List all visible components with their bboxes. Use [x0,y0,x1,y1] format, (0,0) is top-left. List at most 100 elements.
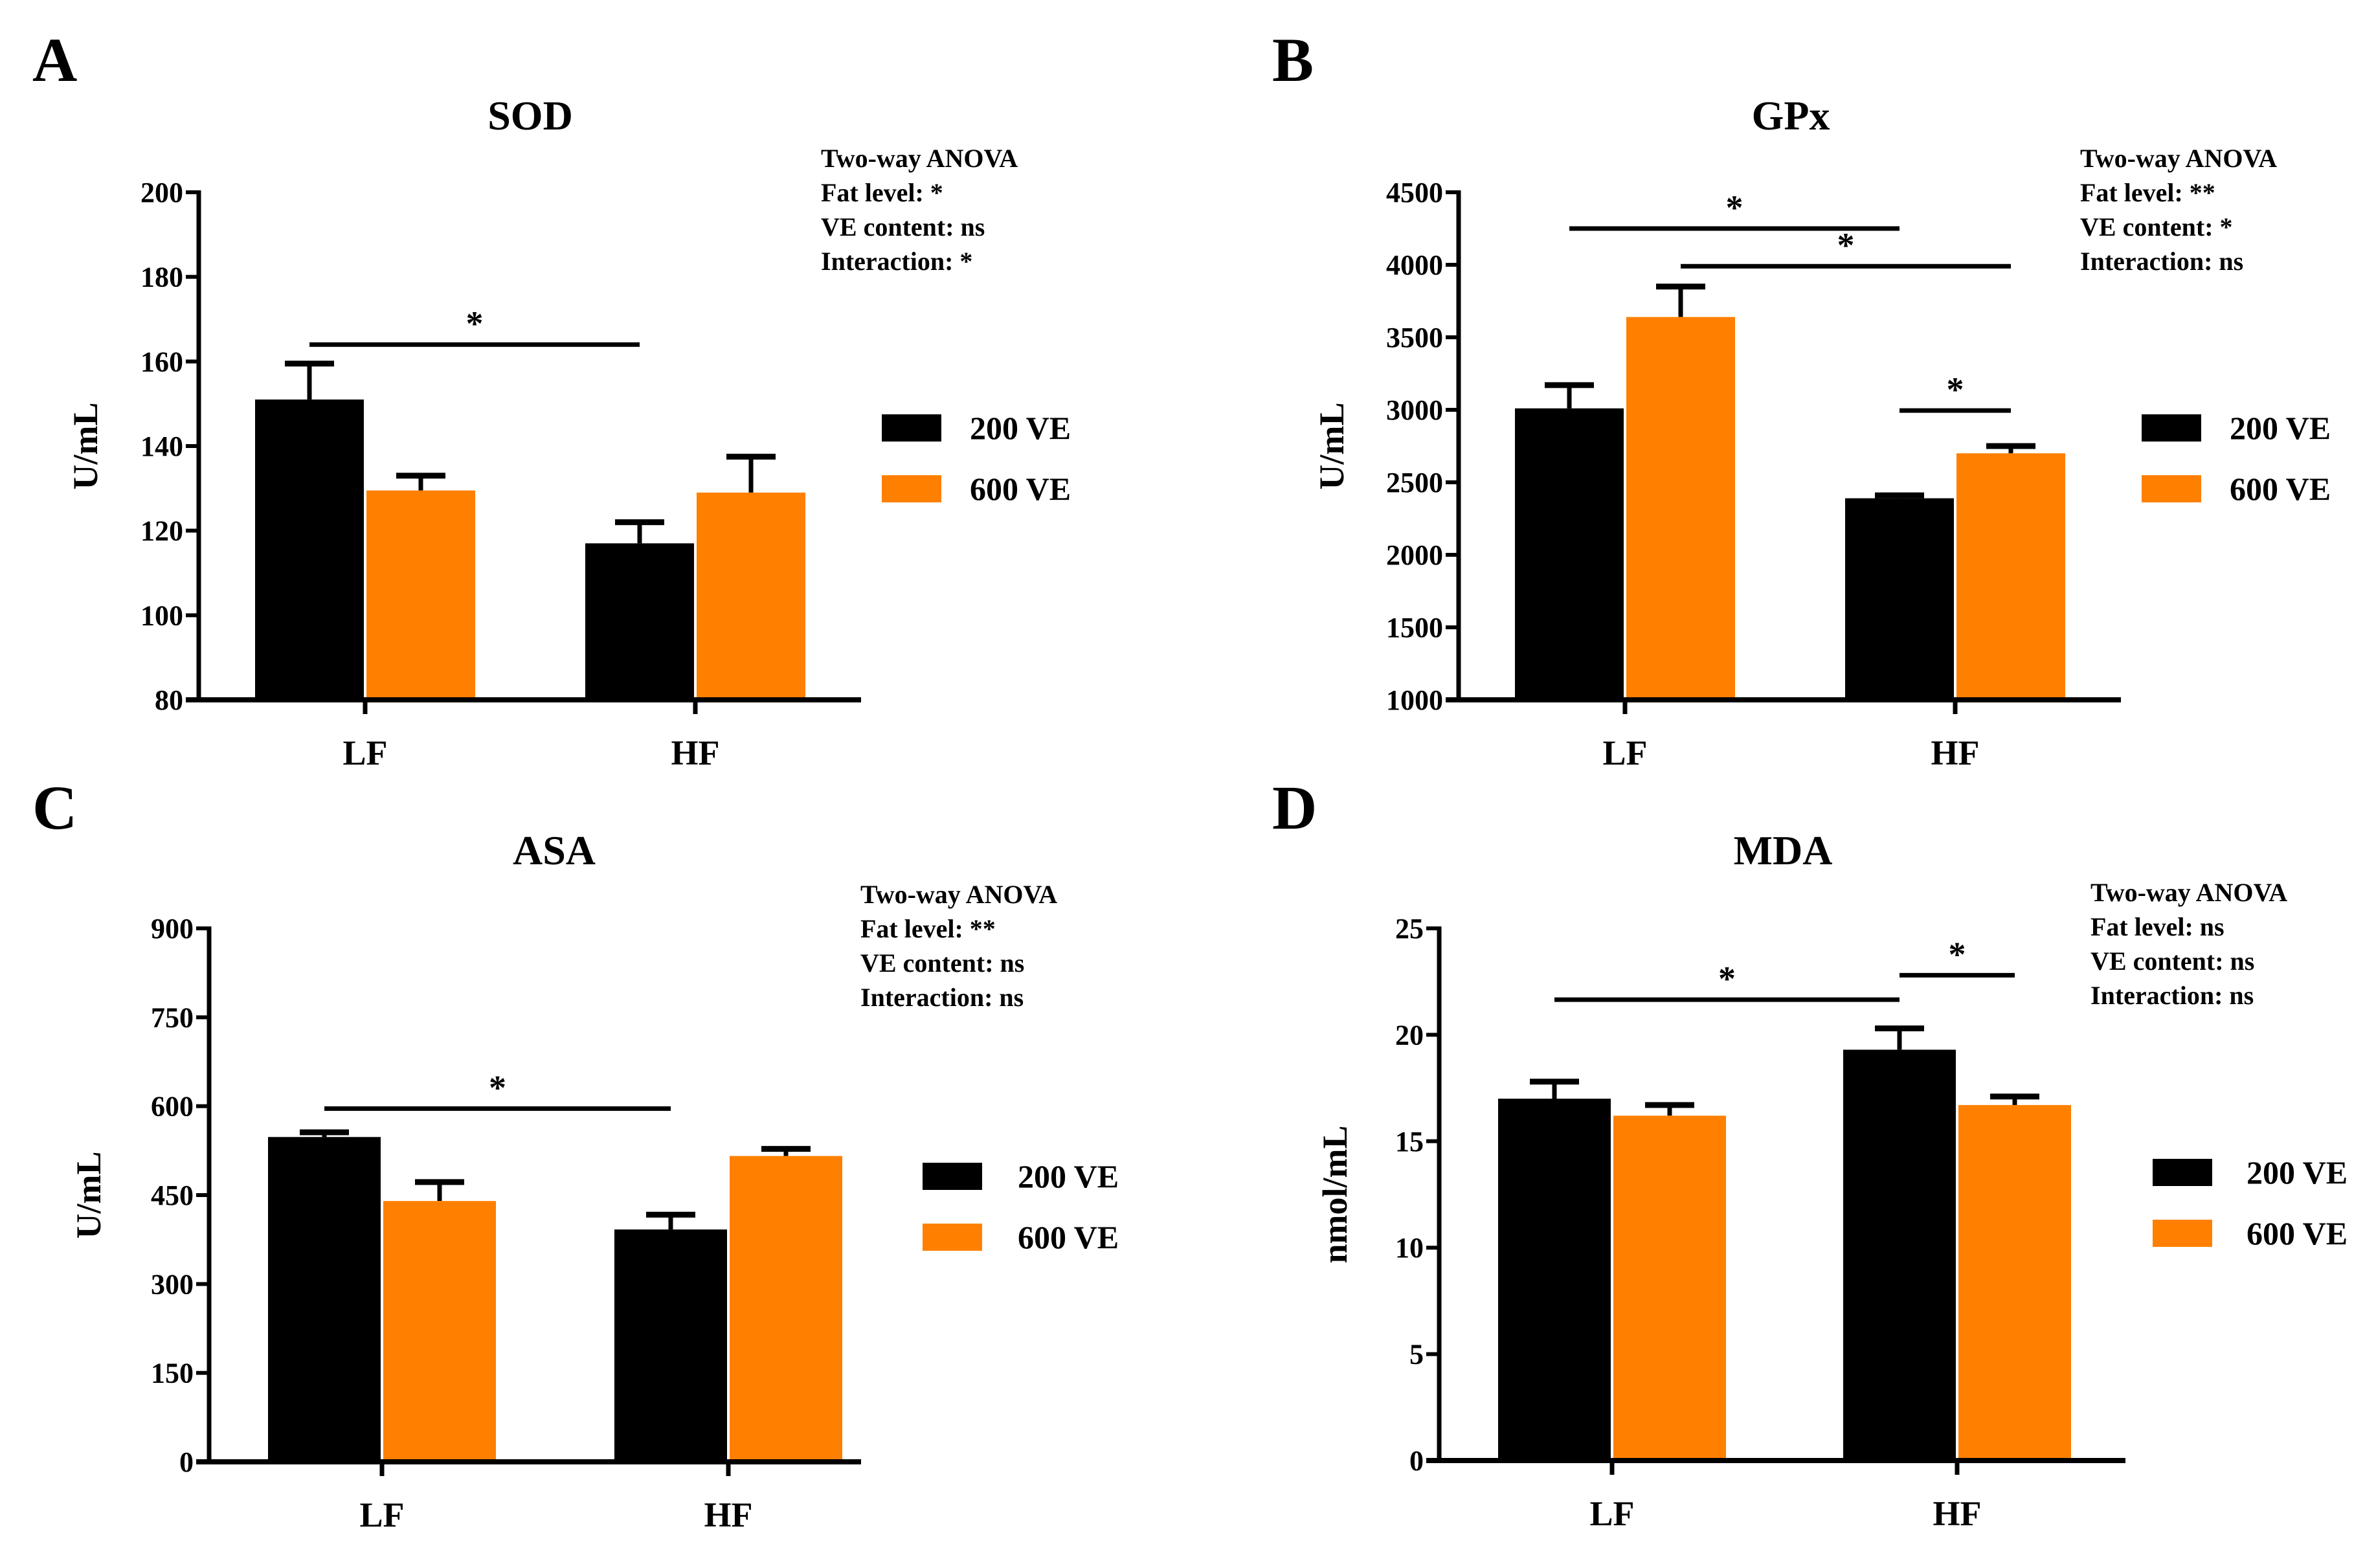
y-tick-label: 600 [151,1091,194,1123]
y-tick-label: 900 [151,913,194,945]
chart-title: GPx [1752,93,1830,139]
anova-annotation: Interaction: ns [2080,247,2243,276]
significance-label: * [466,304,484,343]
y-axis-label: nmol/mL [1316,1125,1354,1263]
anova-annotation: Two-way ANOVA [860,880,1057,909]
x-tick-label: HF [1931,734,1980,772]
panel-c: C ASA U/mL 0 150 300 450 600 750 900 LF HF * Two-way … [32,773,1119,1534]
legend-swatch [882,414,941,442]
panel-letter: A [32,25,77,95]
bar-600-ve [730,1156,842,1462]
bar-200-ve [1515,408,1624,700]
y-tick-label: 2500 [1386,467,1443,498]
legend-label: 600 VE [970,471,1071,507]
y-axis-label: U/mL [69,1152,108,1239]
bar-200-ve [1843,1049,1956,1461]
x-tick-label: HF [671,734,720,772]
y-tick-label: 750 [151,1002,194,1033]
y-axis-label: U/mL [1312,403,1351,490]
y-tick-label: 180 [140,262,183,293]
anova-annotation: VE content: ns [821,212,985,241]
y-tick-label: 300 [151,1268,194,1300]
panel-a: A SOD U/mL 80 100 120 140 160 180 200 LF HF * Two-way… [32,25,1071,772]
anova-annotation: VE content: ns [860,948,1024,978]
chart-title: MDA [1734,827,1833,873]
anova-annotation: Fat level: ** [2080,178,2215,207]
y-tick-label: 200 [140,177,183,208]
y-tick-label: 0 [179,1446,194,1478]
y-tick-label: 1000 [1386,684,1443,716]
anova-annotation: VE content: * [2080,212,2233,241]
legend-swatch [923,1224,982,1251]
y-tick-label: 140 [140,431,183,462]
y-tick-label: 2000 [1386,539,1443,571]
y-tick-label: 150 [151,1358,194,1389]
y-tick-label: 15 [1395,1126,1424,1158]
y-tick-label: 10 [1395,1232,1424,1264]
significance-label: * [1947,370,1964,409]
x-tick-label: HF [1933,1494,1982,1533]
legend-label: 600 VE [2247,1215,2348,1251]
panel-letter: D [1272,773,1317,842]
legend-label: 200 VE [970,410,1071,446]
anova-annotation: Two-way ANOVA [2090,878,2287,907]
panel-b: B GPx U/mL 1000 1500 2000 2500 3000 3500 4000 4500… [1272,25,2331,772]
y-tick-label: 80 [155,684,183,716]
significance-label: * [1718,959,1736,998]
x-tick-label: LF [1602,734,1647,772]
y-tick-label: 20 [1395,1019,1424,1051]
anova-annotation: Interaction: ns [860,983,1024,1012]
legend-swatch [923,1163,982,1190]
bar-200-ve [1845,498,1954,700]
anova-annotation: VE content: ns [2090,946,2254,976]
bar-600-ve [366,490,475,700]
y-tick-label: 4500 [1386,177,1443,208]
significance-label: * [1726,188,1743,227]
y-tick-label: 0 [1409,1445,1424,1477]
y-tick-label: 4000 [1386,249,1443,281]
bar-600-ve [1958,1104,2071,1461]
legend-swatch [2153,1220,2212,1247]
panel-d: D MDA nmol/mL 0 5 10 15 20 25 LF HF * * Two-way ANOVA… [1272,773,2348,1533]
panel-letter: B [1272,25,1314,95]
panel-letter: C [32,773,77,842]
x-tick-label: LF [342,734,387,772]
y-tick-label: 3500 [1386,322,1443,353]
legend-label: 600 VE [1018,1219,1119,1255]
anova-annotation: Two-way ANOVA [821,144,1018,173]
y-tick-label: 1500 [1386,612,1443,644]
anova-annotation: Fat level: * [821,178,943,207]
legend-swatch [2153,1159,2212,1186]
bar-200-ve [255,399,364,700]
legend-label: 200 VE [2230,410,2331,446]
x-tick-label: LF [359,1495,404,1534]
anova-annotation: Interaction: ns [2090,981,2254,1010]
bar-600-ve [1956,453,2065,700]
bar-600-ve [383,1201,496,1462]
y-tick-label: 160 [140,346,183,377]
chart-title: SOD [488,93,573,139]
x-tick-label: HF [704,1495,753,1534]
anova-annotation: Interaction: * [821,247,972,276]
y-tick-label: 120 [140,515,183,547]
bar-200-ve [614,1229,727,1462]
bar-200-ve [1498,1099,1611,1461]
bar-600-ve [1626,317,1735,700]
bar-600-ve [697,492,805,700]
significance-label: * [1949,935,1966,974]
y-tick-label: 5 [1409,1339,1424,1371]
y-axis-label: U/mL [66,403,105,490]
legend-label: 200 VE [2247,1154,2348,1191]
y-tick-label: 3000 [1386,394,1443,426]
legend-swatch [882,475,941,502]
bar-200-ve [585,543,694,700]
significance-label: * [1837,226,1855,265]
anova-annotation: Fat level: ns [2090,912,2225,941]
bar-600-ve [1613,1115,1726,1461]
x-tick-label: LF [1589,1494,1634,1533]
y-tick-label: 450 [151,1180,194,1211]
chart-title: ASA [513,827,596,873]
bar-200-ve [268,1137,381,1462]
legend-label: 200 VE [1018,1158,1119,1194]
